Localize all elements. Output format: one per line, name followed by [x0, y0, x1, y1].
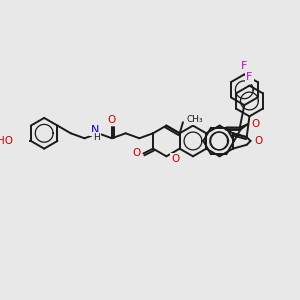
Text: HO: HO [0, 136, 13, 146]
Text: O: O [108, 115, 116, 124]
Text: O: O [255, 136, 263, 146]
Text: H: H [93, 133, 100, 142]
Text: F: F [241, 61, 248, 71]
Text: F: F [246, 73, 253, 82]
Text: N: N [90, 125, 99, 135]
Text: CH₃: CH₃ [187, 115, 203, 124]
Text: O: O [171, 154, 179, 164]
Text: O: O [132, 148, 140, 158]
Text: O: O [251, 119, 260, 129]
